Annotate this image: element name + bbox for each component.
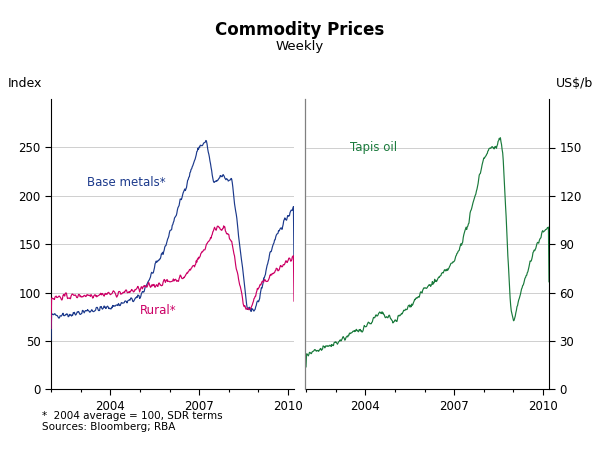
Text: *  2004 average = 100, SDR terms
Sources: Bloomberg; RBA: * 2004 average = 100, SDR terms Sources:…	[42, 411, 223, 432]
Text: Weekly: Weekly	[276, 40, 324, 53]
Text: Rural*: Rural*	[140, 304, 176, 317]
Text: Tapis oil: Tapis oil	[350, 141, 398, 154]
Text: Base metals*: Base metals*	[86, 176, 165, 189]
Text: Index: Index	[7, 77, 41, 91]
Text: Commodity Prices: Commodity Prices	[215, 21, 385, 39]
Text: US$/b: US$/b	[556, 77, 593, 91]
